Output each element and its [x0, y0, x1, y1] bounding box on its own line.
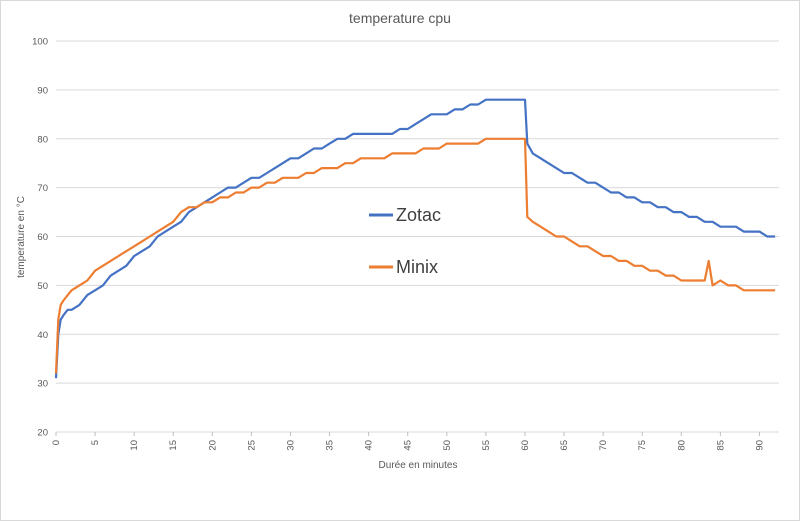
y-tick-label: 100	[32, 37, 48, 48]
x-tick-label: 60	[520, 440, 531, 451]
y-tick-label: 90	[37, 85, 48, 96]
gridlines	[56, 40, 779, 433]
x-tick-label: 45	[403, 440, 414, 451]
y-tick-label: 60	[37, 232, 48, 243]
series-line-zotac	[54, 98, 776, 379]
y-tick-label: 40	[37, 330, 48, 341]
y-tick-label: 50	[37, 281, 48, 292]
x-tick-label: 40	[364, 440, 375, 451]
chart-title: temperature cpu	[349, 10, 451, 26]
legend-label-minix: Minix	[396, 257, 438, 277]
y-axis-ticks: 20 30 40 50 60 70 80 90 100	[32, 37, 48, 439]
x-tick-label: 80	[676, 440, 687, 451]
series-lines	[54, 98, 776, 379]
x-tick-label: 55	[481, 440, 492, 451]
y-tick-label: 20	[37, 428, 48, 439]
x-tick-label: 0	[51, 440, 62, 445]
x-tick-label: 25	[246, 440, 257, 451]
y-axis-title: temperature en °C	[16, 196, 27, 278]
x-tick-label: 15	[168, 440, 179, 451]
x-tick-label: 50	[442, 440, 453, 451]
x-tick-label: 5	[90, 440, 101, 445]
x-axis-ticks: 0 5 10 15 20 25 30 35 40 45 50 55 60 65 70 75 80 85 90	[51, 432, 765, 451]
y-tick-label: 30	[37, 379, 48, 390]
x-tick-label: 65	[559, 440, 570, 451]
y-tick-label: 70	[37, 183, 48, 194]
x-axis-title: Durée en minutes	[379, 460, 458, 471]
legend: Zotac Minix	[369, 205, 441, 277]
x-tick-label: 90	[754, 440, 765, 451]
x-tick-label: 85	[715, 440, 726, 451]
x-tick-label: 20	[207, 440, 218, 451]
x-tick-label: 75	[637, 440, 648, 451]
x-tick-label: 10	[129, 440, 140, 451]
series-line-minix	[54, 137, 776, 374]
x-tick-label: 35	[325, 440, 336, 451]
x-tick-label: 70	[598, 440, 609, 451]
y-tick-label: 80	[37, 134, 48, 145]
x-tick-label: 30	[285, 440, 296, 451]
legend-label-zotac: Zotac	[396, 205, 441, 225]
